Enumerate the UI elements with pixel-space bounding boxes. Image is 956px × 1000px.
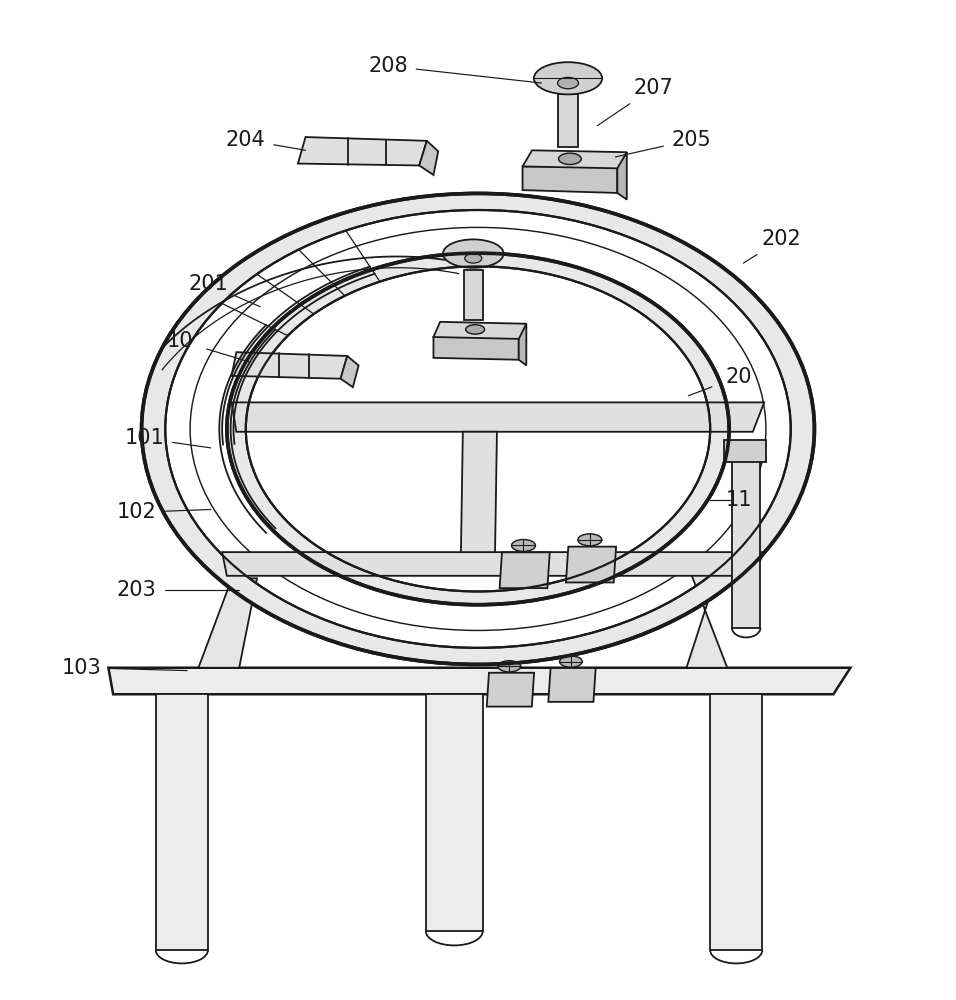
Polygon shape bbox=[222, 552, 764, 576]
Text: 201: 201 bbox=[188, 274, 228, 294]
Ellipse shape bbox=[558, 153, 581, 165]
Ellipse shape bbox=[533, 62, 602, 94]
Text: 10: 10 bbox=[166, 331, 193, 351]
Ellipse shape bbox=[443, 239, 504, 268]
Polygon shape bbox=[227, 253, 729, 605]
Ellipse shape bbox=[559, 656, 582, 667]
Polygon shape bbox=[487, 673, 534, 707]
Polygon shape bbox=[340, 356, 358, 387]
Polygon shape bbox=[523, 166, 618, 193]
Text: 102: 102 bbox=[117, 502, 157, 522]
Polygon shape bbox=[523, 150, 627, 168]
Polygon shape bbox=[231, 352, 347, 379]
Polygon shape bbox=[156, 694, 207, 950]
Polygon shape bbox=[686, 575, 728, 668]
Polygon shape bbox=[433, 322, 527, 339]
Polygon shape bbox=[199, 578, 257, 668]
Text: 202: 202 bbox=[761, 229, 801, 249]
Polygon shape bbox=[420, 141, 438, 175]
Text: 20: 20 bbox=[726, 367, 751, 387]
Ellipse shape bbox=[557, 77, 578, 89]
Text: 11: 11 bbox=[726, 490, 751, 510]
Polygon shape bbox=[549, 668, 596, 702]
Polygon shape bbox=[500, 552, 550, 588]
Polygon shape bbox=[725, 440, 766, 462]
Polygon shape bbox=[732, 457, 760, 628]
Polygon shape bbox=[231, 402, 764, 432]
Ellipse shape bbox=[577, 534, 601, 546]
Text: 204: 204 bbox=[226, 130, 266, 150]
Polygon shape bbox=[557, 94, 578, 147]
Polygon shape bbox=[519, 324, 527, 365]
Ellipse shape bbox=[465, 254, 482, 263]
Polygon shape bbox=[461, 432, 497, 552]
Polygon shape bbox=[464, 270, 483, 320]
Ellipse shape bbox=[466, 325, 485, 334]
Text: 101: 101 bbox=[124, 428, 164, 448]
Ellipse shape bbox=[511, 540, 535, 551]
Text: 207: 207 bbox=[634, 78, 673, 98]
Ellipse shape bbox=[498, 661, 521, 672]
Polygon shape bbox=[425, 694, 483, 931]
Text: 208: 208 bbox=[368, 56, 408, 76]
Polygon shape bbox=[433, 337, 519, 360]
Text: 103: 103 bbox=[62, 658, 101, 678]
Text: 205: 205 bbox=[671, 130, 711, 150]
Polygon shape bbox=[141, 193, 815, 664]
Polygon shape bbox=[108, 668, 851, 694]
Polygon shape bbox=[566, 547, 616, 582]
Text: 203: 203 bbox=[117, 580, 157, 600]
Polygon shape bbox=[298, 137, 426, 165]
Polygon shape bbox=[710, 694, 762, 950]
Polygon shape bbox=[618, 152, 627, 200]
